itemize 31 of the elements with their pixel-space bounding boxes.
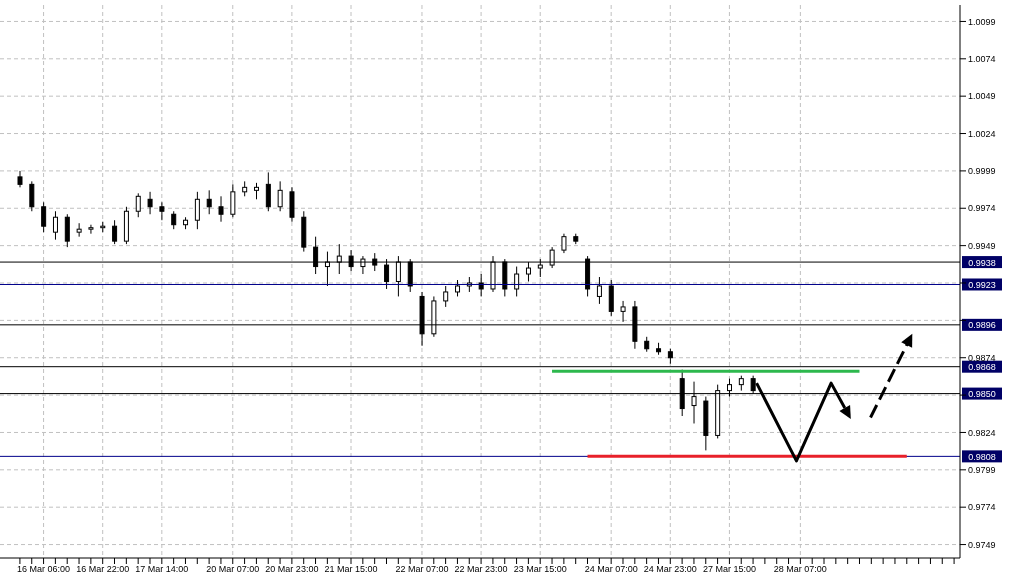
ref-line-label: 0.9808 <box>968 451 996 462</box>
y-tick-label: 1.0074 <box>968 54 996 64</box>
y-tick-label: 0.9799 <box>968 465 996 476</box>
y-tick-label: 0.9774 <box>968 502 996 513</box>
ref-line-label: 0.9896 <box>968 320 996 331</box>
x-tick-label: 28 Mar 07:00 <box>773 564 827 575</box>
y-tick-label: 0.9824 <box>968 427 996 438</box>
x-tick-label: 27 Mar 15:00 <box>702 564 756 575</box>
x-tick-label: 23 Mar 15:00 <box>513 564 567 575</box>
y-tick-label: 0.9874 <box>968 352 996 363</box>
y-tick-label: 0.9999 <box>968 166 996 177</box>
x-tick-label: 17 Mar 14:00 <box>135 564 189 575</box>
ref-line-label: 0.9923 <box>968 279 996 290</box>
x-tick-label: 22 Mar 07:00 <box>395 564 449 575</box>
x-tick-label: 20 Mar 07:00 <box>206 564 260 575</box>
y-tick-label: 0.9949 <box>968 240 996 251</box>
x-tick-label: 22 Mar 23:00 <box>454 564 508 575</box>
x-tick-label: 16 Mar 22:00 <box>76 564 130 575</box>
x-tick-label: 24 Mar 23:00 <box>643 564 697 575</box>
y-tick-label: 1.0049 <box>968 91 996 102</box>
y-tick-label: 1.0024 <box>968 128 996 139</box>
x-tick-label: 16 Mar 06:00 <box>17 564 71 575</box>
x-tick-label: 24 Mar 07:00 <box>584 564 638 575</box>
x-tick-label: 21 Mar 15:00 <box>324 564 378 575</box>
x-tick-label: 20 Mar 23:00 <box>265 564 319 575</box>
y-tick-label: 0.9749 <box>968 539 996 550</box>
y-tick-label: 1.0099 <box>968 16 996 27</box>
y-tick-label: 0.9974 <box>968 203 996 214</box>
ref-line-label: 0.9938 <box>968 257 996 268</box>
ref-line-label: 0.9868 <box>968 362 996 373</box>
ref-line-label: 0.9850 <box>968 389 996 400</box>
